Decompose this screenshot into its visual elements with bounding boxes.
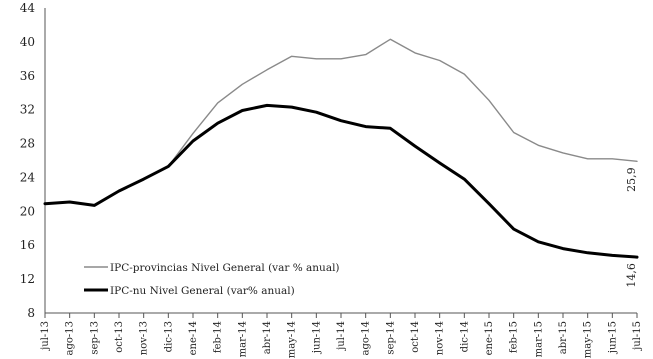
y-axis: 8 12 16 20 24 28 32 36 40 44	[20, 1, 46, 320]
x-tick-label: sep-14	[385, 321, 396, 355]
end-labels: 25,9 14,6	[625, 167, 638, 287]
x-tick-label: abr-14	[262, 321, 273, 354]
y-tick-label: 28	[20, 137, 35, 151]
y-tick-label: 36	[20, 69, 35, 83]
x-tick-label: feb-15	[509, 321, 520, 353]
x-tick-label: jul-14	[336, 321, 347, 351]
y-tick-label: 20	[20, 204, 35, 218]
x-tick-label: feb-14	[213, 321, 224, 353]
x-tick-label: mar-15	[533, 321, 544, 357]
y-tick-label: 8	[27, 306, 35, 320]
legend-label-2: IPC-nu Nivel General (var% anual)	[110, 285, 295, 297]
series-line-1	[44, 38, 638, 207]
y-tick-label: 16	[20, 238, 35, 252]
x-tick-label: sep-13	[89, 321, 100, 355]
x-tick-label: dic-14	[459, 321, 470, 352]
series-layer	[43, 38, 639, 259]
x-tick-label: ago-13	[65, 321, 76, 356]
x-tick-label: may-14	[287, 321, 298, 358]
legend: IPC-provincias Nivel General (var % anua…	[84, 262, 340, 297]
x-tick-label: ene-14	[188, 321, 199, 355]
x-tick-label: may-15	[583, 321, 594, 358]
x-tick-label: mar-14	[237, 321, 248, 357]
y-tick-label: 40	[20, 35, 35, 49]
x-tick-label: ago-14	[361, 321, 372, 356]
series-end-label-1: 25,9	[625, 167, 638, 192]
y-tick-label: 12	[20, 272, 35, 286]
x-tick-label: jun-15	[607, 321, 618, 354]
x-tick-label: abr-15	[558, 321, 569, 354]
x-axis: jul-13 ago-13 sep-13 oct-13 nov-13 dic-13 ene-…	[40, 312, 643, 358]
y-tick-label: 32	[20, 103, 35, 117]
x-tick-label: ene-15	[484, 321, 495, 355]
x-tick-label: jul-13	[40, 321, 51, 351]
series-line-2	[43, 103, 639, 259]
x-tick-label: oct-14	[410, 321, 421, 353]
legend-label-1: IPC-provincias Nivel General (var % anua…	[110, 262, 340, 274]
x-tick-label: dic-13	[163, 321, 174, 352]
x-tick-label: oct-13	[114, 321, 125, 353]
series-end-label-2: 14,6	[625, 263, 638, 288]
x-tick-label: nov-13	[139, 321, 150, 355]
y-tick-label: 24	[20, 170, 36, 184]
x-tick-label: jun-14	[311, 321, 322, 354]
y-tick-label: 44	[20, 1, 36, 15]
x-tick-label: jul-15	[632, 321, 643, 351]
x-tick-label: nov-14	[435, 321, 446, 355]
